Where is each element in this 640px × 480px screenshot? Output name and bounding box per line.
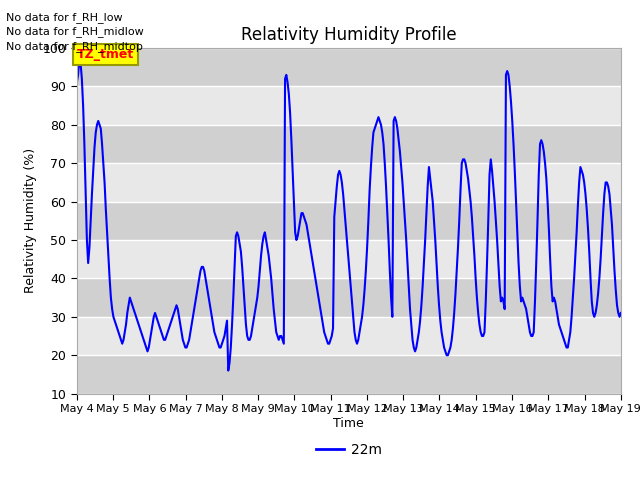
Bar bbox=[77, 202, 621, 240]
Title: Relativity Humidity Profile: Relativity Humidity Profile bbox=[241, 25, 456, 44]
Text: TZ_tmet: TZ_tmet bbox=[77, 48, 134, 61]
Bar bbox=[77, 317, 621, 355]
X-axis label: Time: Time bbox=[333, 417, 364, 430]
Bar bbox=[77, 355, 621, 394]
Bar bbox=[77, 125, 621, 163]
Text: No data for f_RH_low: No data for f_RH_low bbox=[6, 12, 123, 23]
Bar bbox=[77, 240, 621, 278]
Bar bbox=[77, 48, 621, 86]
Bar bbox=[77, 163, 621, 202]
Bar bbox=[77, 86, 621, 125]
Legend: 22m: 22m bbox=[310, 438, 387, 463]
Text: No data for f_RH_midlow: No data for f_RH_midlow bbox=[6, 26, 144, 37]
Y-axis label: Relativity Humidity (%): Relativity Humidity (%) bbox=[24, 148, 37, 293]
Bar bbox=[77, 278, 621, 317]
Text: No data for f_RH_midtop: No data for f_RH_midtop bbox=[6, 41, 143, 52]
